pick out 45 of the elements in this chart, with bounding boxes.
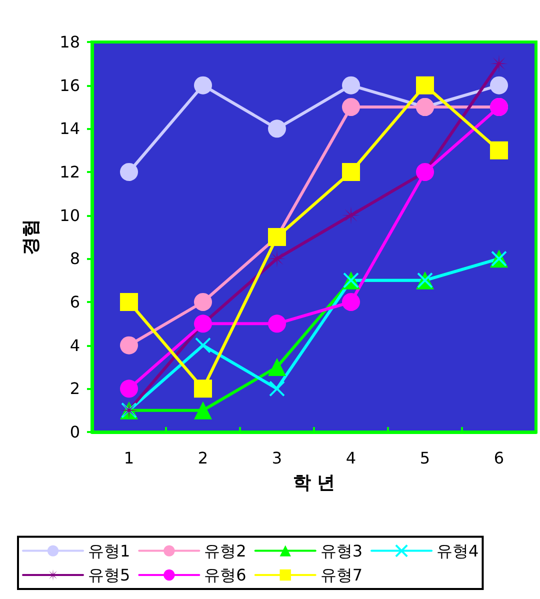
point — [195, 337, 211, 354]
y-tick-label: 2 — [70, 379, 80, 398]
y-tick-label: 12 — [60, 162, 80, 182]
y-axis-title: 경험 — [20, 219, 42, 255]
point — [269, 380, 285, 397]
legend-label: 유형2 — [204, 541, 246, 560]
x-tick-label: 4 — [346, 448, 356, 468]
point — [120, 163, 138, 181]
point — [120, 336, 138, 354]
legend-label: 유형4 — [436, 541, 479, 560]
point — [342, 293, 360, 311]
y-tick-label: 14 — [60, 119, 80, 138]
point — [416, 76, 434, 94]
x-tick-label: 1 — [124, 448, 134, 468]
point — [194, 401, 212, 420]
y-tick-label: 18 — [60, 32, 80, 52]
legend-label: 유형5 — [88, 566, 130, 584]
point — [120, 293, 138, 311]
x-tick-label: 3 — [272, 448, 282, 468]
point — [120, 380, 138, 398]
point — [342, 163, 360, 181]
y-tick-label: 6 — [70, 292, 80, 312]
point — [268, 314, 286, 333]
y-tick-label: 4 — [70, 336, 80, 355]
point — [490, 76, 508, 94]
x-tick-label: 5 — [420, 448, 430, 468]
legend-label: 유형3 — [320, 541, 363, 560]
point — [194, 380, 212, 398]
point — [490, 141, 508, 160]
point — [342, 98, 360, 116]
legend-label: 유형6 — [204, 566, 246, 584]
y-tick-label: 0 — [70, 422, 80, 442]
x-tick-label: 6 — [494, 448, 504, 468]
point — [268, 358, 286, 376]
point — [194, 293, 212, 311]
point — [268, 120, 286, 138]
y-tick-label: 8 — [70, 249, 80, 268]
legend-label: 유형1 — [88, 541, 130, 560]
point — [342, 76, 360, 94]
x-axis-title: 학 년 — [292, 472, 336, 494]
point — [194, 76, 212, 94]
y-tick-label: 10 — [60, 206, 80, 225]
y-tick-label: 16 — [60, 76, 80, 95]
x-tick-label: 2 — [198, 448, 208, 468]
legend-label: 유형7 — [320, 566, 363, 584]
